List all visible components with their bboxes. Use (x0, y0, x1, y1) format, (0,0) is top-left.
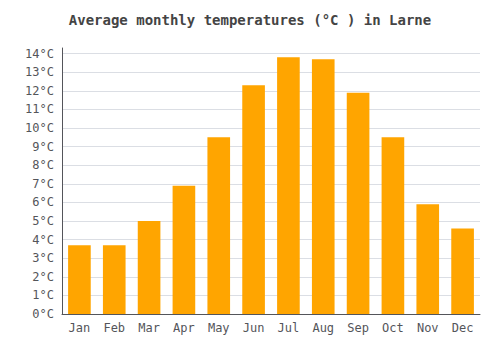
svg-text:Feb: Feb (103, 321, 125, 335)
svg-text:4°C: 4°C (32, 233, 54, 247)
svg-text:Jun: Jun (243, 321, 265, 335)
svg-text:Dec: Dec (452, 321, 474, 335)
svg-text:0°C: 0°C (32, 307, 54, 321)
svg-text:Jan: Jan (69, 321, 91, 335)
svg-text:14°C: 14°C (25, 47, 54, 61)
svg-text:Jul: Jul (278, 321, 300, 335)
svg-text:Mar: Mar (138, 321, 160, 335)
svg-text:3°C: 3°C (32, 251, 54, 265)
svg-text:11°C: 11°C (25, 102, 54, 116)
svg-text:Sep: Sep (347, 321, 369, 335)
svg-text:6°C: 6°C (32, 195, 54, 209)
svg-text:Aug: Aug (312, 321, 334, 335)
svg-text:10°C: 10°C (25, 121, 54, 135)
svg-text:5°C: 5°C (32, 214, 54, 228)
svg-text:9°C: 9°C (32, 140, 54, 154)
svg-text:Apr: Apr (173, 321, 195, 335)
svg-text:12°C: 12°C (25, 84, 54, 98)
svg-text:1°C: 1°C (32, 288, 54, 302)
svg-text:May: May (208, 321, 230, 335)
svg-text:2°C: 2°C (32, 270, 54, 284)
svg-text:Average monthly temperatures (: Average monthly temperatures (°C ) in La… (69, 12, 431, 28)
svg-text:7°C: 7°C (32, 177, 54, 191)
svg-text:13°C: 13°C (25, 65, 54, 79)
svg-text:Oct: Oct (382, 321, 404, 335)
svg-text:Nov: Nov (417, 321, 439, 335)
svg-text:8°C: 8°C (32, 158, 54, 172)
